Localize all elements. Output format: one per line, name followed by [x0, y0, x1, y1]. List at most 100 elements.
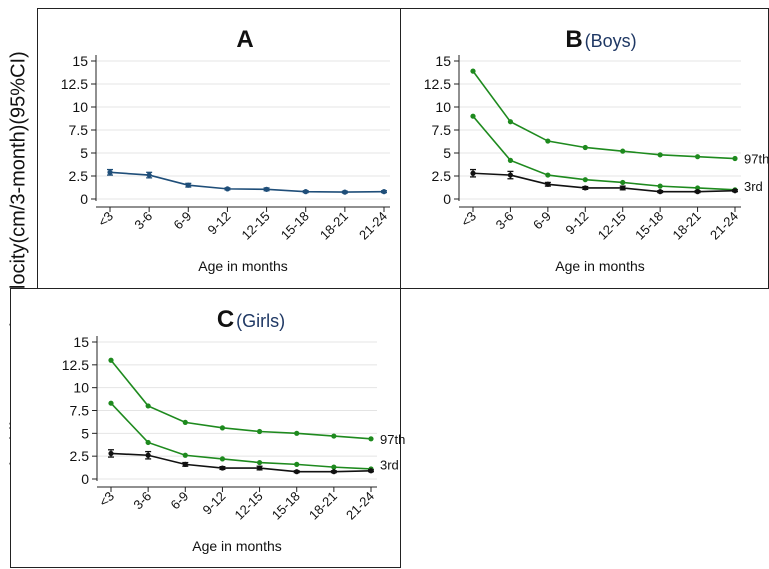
- y-tick-label: 10: [72, 99, 88, 115]
- x-axis-label: Age in months: [555, 258, 645, 274]
- data-point: [256, 428, 263, 435]
- panel-title: B (Boys): [565, 26, 636, 53]
- x-axis-label: Age in months: [192, 538, 282, 554]
- y-tick-label: 15: [73, 334, 89, 350]
- data-point: [694, 154, 701, 160]
- data-point: [507, 157, 514, 163]
- y-tick-label: 7.5: [432, 122, 452, 138]
- y-tick-label: 12.5: [424, 76, 451, 92]
- x-tick-label: 21-24: [356, 209, 390, 243]
- data-point: [294, 430, 300, 436]
- series-line: [472, 172, 736, 193]
- x-tick-label: <3: [458, 209, 479, 230]
- data-point: [145, 452, 151, 458]
- x-tick-label: 15-18: [278, 209, 312, 243]
- panel-a: A 15 12.5 10 7.5 5 2.5 0 <3 3-6 6-9 9-12 12-15 15-18 1…: [37, 8, 401, 289]
- data-point: [545, 172, 551, 178]
- panel-letter: B: [565, 26, 582, 53]
- data-point: [219, 425, 226, 431]
- x-tick-label: 3-6: [131, 209, 155, 233]
- data-point: [694, 189, 701, 195]
- y-tick-label: 2.5: [69, 168, 89, 184]
- series-line: [110, 402, 372, 470]
- y-tick-label: 15: [435, 53, 451, 69]
- chart-b-svg: B (Boys) 15 12.5 10 7.5 5 2.5 0 <3 3-6 6-9 9-12 12-15…: [424, 26, 769, 274]
- data-point: [108, 357, 114, 363]
- series-line: [472, 70, 736, 160]
- data-point: [219, 456, 226, 462]
- line-end-label: 97th: [744, 152, 769, 167]
- y-tick-label: 5: [443, 145, 451, 161]
- data-point: [108, 400, 114, 406]
- x-tick-label: 9-12: [200, 489, 229, 518]
- data-point: [381, 189, 387, 195]
- data-point: [256, 459, 263, 466]
- data-point: [657, 152, 663, 158]
- data-point: [732, 188, 738, 194]
- data-point: [545, 181, 551, 187]
- data-point: [182, 452, 188, 458]
- data-point: [107, 169, 113, 175]
- y-tick-label: 12.5: [61, 76, 88, 92]
- data-point: [470, 170, 476, 176]
- y-tick-label: 10: [435, 99, 451, 115]
- chart-c-svg: C (Girls) 15 12.5 10 7.5 5 2.5 0 <3 3-6 6-9 9-12 12-1…: [62, 306, 406, 554]
- y-tick-label: 7.5: [69, 122, 89, 138]
- line-end-label: 97th: [380, 432, 405, 447]
- data-point: [331, 433, 337, 439]
- y-tick-label: 15: [72, 53, 88, 69]
- panel-title: A: [236, 26, 253, 53]
- x-tick-label: 18-21: [317, 209, 351, 243]
- data-point: [331, 464, 337, 470]
- data-point: [507, 172, 514, 178]
- data-point: [256, 465, 263, 471]
- x-tick-label: 21-24: [343, 489, 377, 523]
- y-tick-label: 5: [81, 425, 89, 441]
- x-tick-label: 3-6: [130, 489, 154, 513]
- data-point: [182, 419, 188, 425]
- data-point: [108, 450, 114, 457]
- series-line: [110, 452, 372, 473]
- x-tick-label: 9-12: [562, 209, 591, 238]
- x-tick-label: <3: [96, 489, 117, 510]
- x-tick-label: <3: [95, 209, 116, 230]
- x-tick-label: 15-18: [632, 209, 666, 243]
- data-point: [294, 461, 300, 467]
- data-point: [582, 177, 588, 183]
- y-tick-label: 2.5: [70, 448, 90, 464]
- data-point: [263, 186, 270, 192]
- data-point: [694, 185, 701, 191]
- data-point: [582, 185, 588, 191]
- data-point: [470, 113, 476, 119]
- y-tick-label: 7.5: [70, 403, 90, 419]
- x-tick-label: 21-24: [707, 209, 741, 243]
- x-tick-label: 9-12: [205, 209, 234, 238]
- data-point: [182, 461, 188, 467]
- data-point: [145, 439, 151, 446]
- x-axis-label: Age in months: [198, 258, 288, 274]
- data-point: [368, 436, 374, 442]
- data-point: [620, 179, 626, 186]
- y-tick-label: 12.5: [62, 357, 89, 373]
- data-point: [368, 468, 374, 474]
- data-point: [219, 465, 226, 471]
- data-point: [545, 138, 551, 144]
- data-point: [224, 186, 231, 192]
- series-line: [110, 359, 372, 440]
- y-tick-label: 0: [443, 191, 451, 207]
- x-tick-label: 18-21: [306, 489, 340, 523]
- y-tick-label: 0: [80, 191, 88, 207]
- data-point: [146, 172, 152, 178]
- x-tick-label: 3-6: [493, 209, 517, 233]
- x-tick-label: 12-15: [595, 209, 629, 243]
- y-tick-label: 10: [73, 380, 89, 396]
- chart-a-svg: A 15 12.5 10 7.5 5 2.5 0 <3 3-6 6-9 9-12 12-15 15-18 1…: [61, 26, 390, 274]
- line-end-label: 3rd: [380, 457, 399, 472]
- y-tick-label: 2.5: [432, 168, 452, 184]
- data-point: [657, 189, 663, 195]
- data-point: [732, 155, 738, 162]
- y-tick-label: 5: [80, 145, 88, 161]
- data-point: [582, 144, 588, 151]
- data-point: [145, 403, 151, 409]
- panel-b-boys: B (Boys) 15 12.5 10 7.5 5 2.5 0 <3 3-6 6-9 9-12 12-15…: [400, 8, 769, 289]
